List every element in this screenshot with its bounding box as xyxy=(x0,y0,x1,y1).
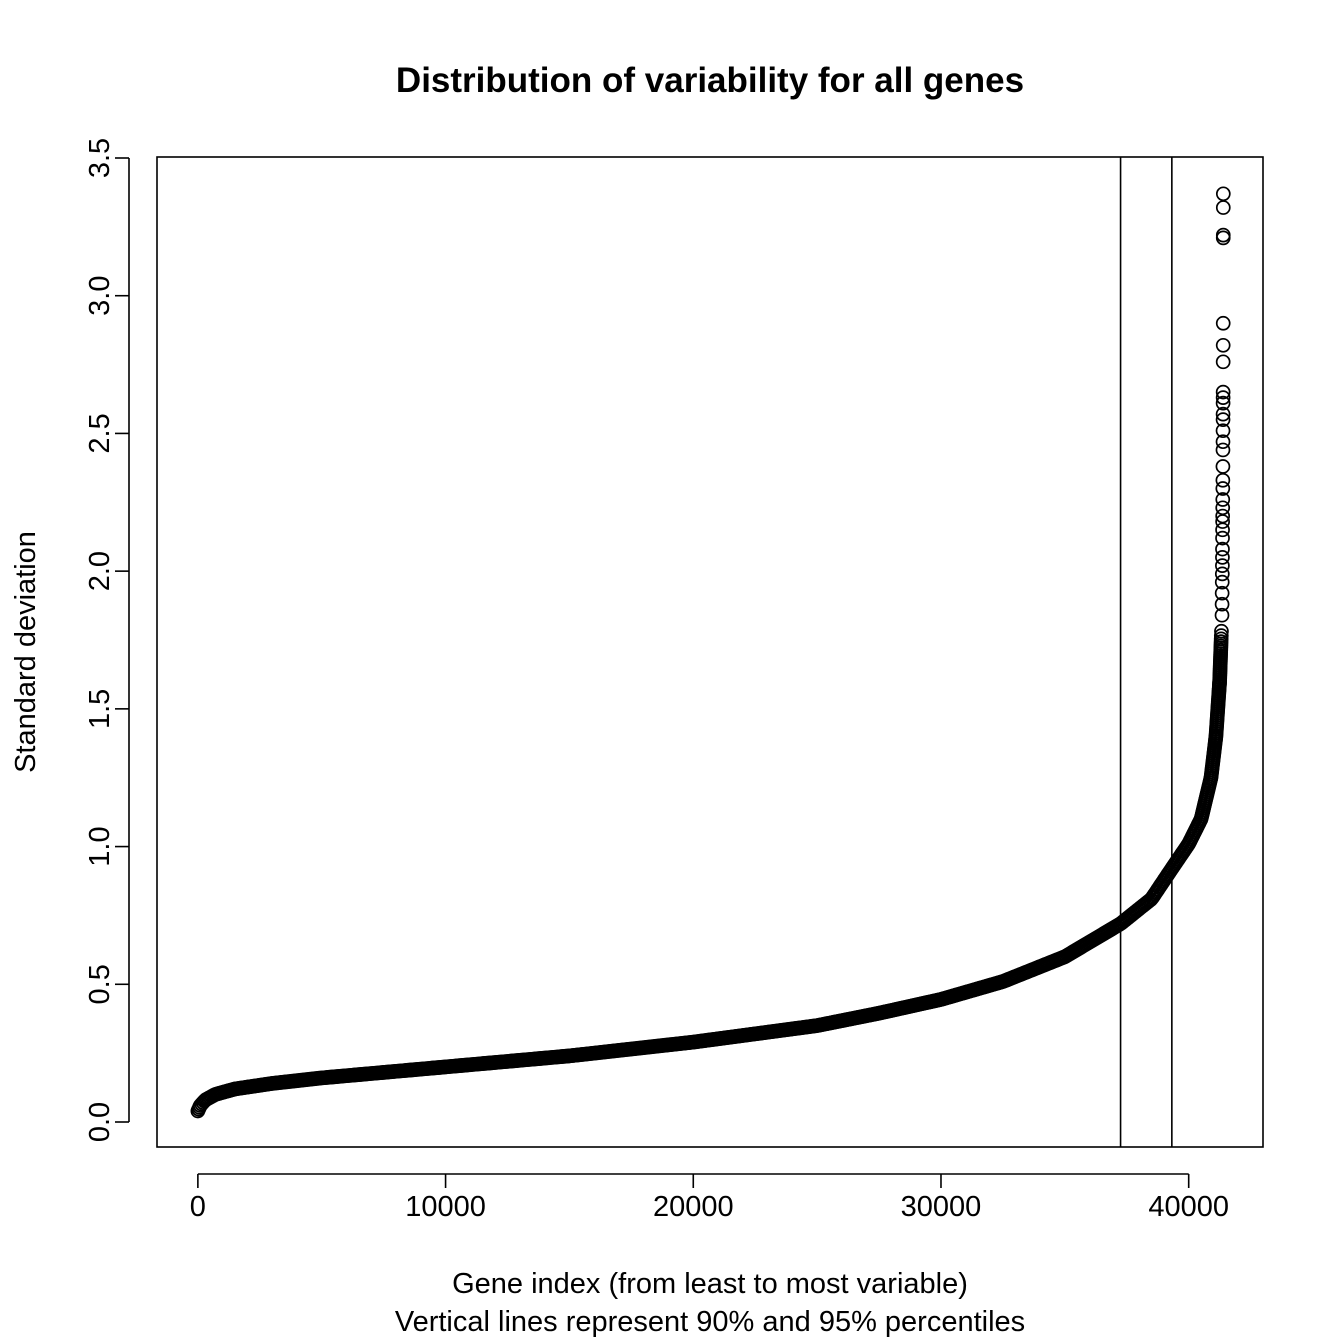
percentile-lines xyxy=(1119,157,1173,1147)
outlier-point xyxy=(1215,472,1231,488)
x-tick-label: 30000 xyxy=(901,1191,982,1223)
y-tick-label: 2.5 xyxy=(84,413,116,453)
outlier-point xyxy=(1214,574,1230,590)
chart-title: Distribution of variability for all gene… xyxy=(396,61,1024,100)
y-tick-label: 0.5 xyxy=(84,964,116,1004)
x-axis-label: Gene index (from least to most variable) xyxy=(452,1268,968,1300)
x-axis-sublabel: Vertical lines represent 90% and 95% per… xyxy=(395,1306,1025,1338)
outlier-point xyxy=(1215,406,1231,422)
outlier-point xyxy=(1215,550,1230,565)
outlier-point xyxy=(1214,607,1230,623)
x-tick-label: 20000 xyxy=(653,1191,734,1223)
x-tick-label: 40000 xyxy=(1148,1191,1229,1223)
outlier-point xyxy=(1215,459,1231,474)
outlier-point xyxy=(1215,434,1231,450)
data-points xyxy=(190,186,1231,1119)
outlier-point xyxy=(1215,227,1231,243)
outlier-point xyxy=(1215,541,1230,557)
y-tick-label: 3.5 xyxy=(84,138,116,178)
outlier-point xyxy=(1215,492,1231,507)
outlier-point xyxy=(1215,395,1231,411)
y-tick-label: 2.0 xyxy=(84,551,116,591)
outlier-point xyxy=(1215,423,1231,439)
outlier-point xyxy=(1214,585,1230,601)
outlier-point xyxy=(1215,500,1231,516)
outlier-point xyxy=(1215,508,1231,524)
y-tick-label: 1.5 xyxy=(84,689,116,729)
y-tick-label: 0.0 xyxy=(84,1102,116,1142)
outlier-point xyxy=(1215,186,1231,202)
x-tick-label: 0 xyxy=(190,1191,206,1223)
outlier-point xyxy=(1214,566,1230,582)
outlier-point xyxy=(1215,530,1230,546)
x-axis: 0 10000 20000 30000 40000 xyxy=(190,1173,1229,1223)
outlier-point xyxy=(1215,412,1231,428)
data-point xyxy=(1213,628,1229,643)
outlier-point xyxy=(1215,558,1230,573)
outlier-point xyxy=(1215,200,1231,215)
outlier-point xyxy=(1215,337,1231,353)
outlier-point xyxy=(1215,481,1231,496)
outlier-point xyxy=(1215,390,1231,405)
outlier-point xyxy=(1214,596,1230,612)
y-axis: 0.0 0.5 1.0 1.5 2.0 2.5 3.0 3.5 xyxy=(84,138,130,1142)
plot-frame xyxy=(156,156,1264,1148)
y-axis-label: Standard deviation xyxy=(10,531,42,773)
outlier-point xyxy=(1215,354,1231,370)
y-tick-label: 1.0 xyxy=(84,826,116,866)
outlier-point xyxy=(1215,384,1231,400)
y-tick-label: 3.0 xyxy=(84,276,116,316)
outlier-point xyxy=(1215,442,1231,458)
outlier-point xyxy=(1215,315,1231,331)
x-tick-label: 10000 xyxy=(405,1191,486,1223)
data-point xyxy=(1214,623,1229,639)
